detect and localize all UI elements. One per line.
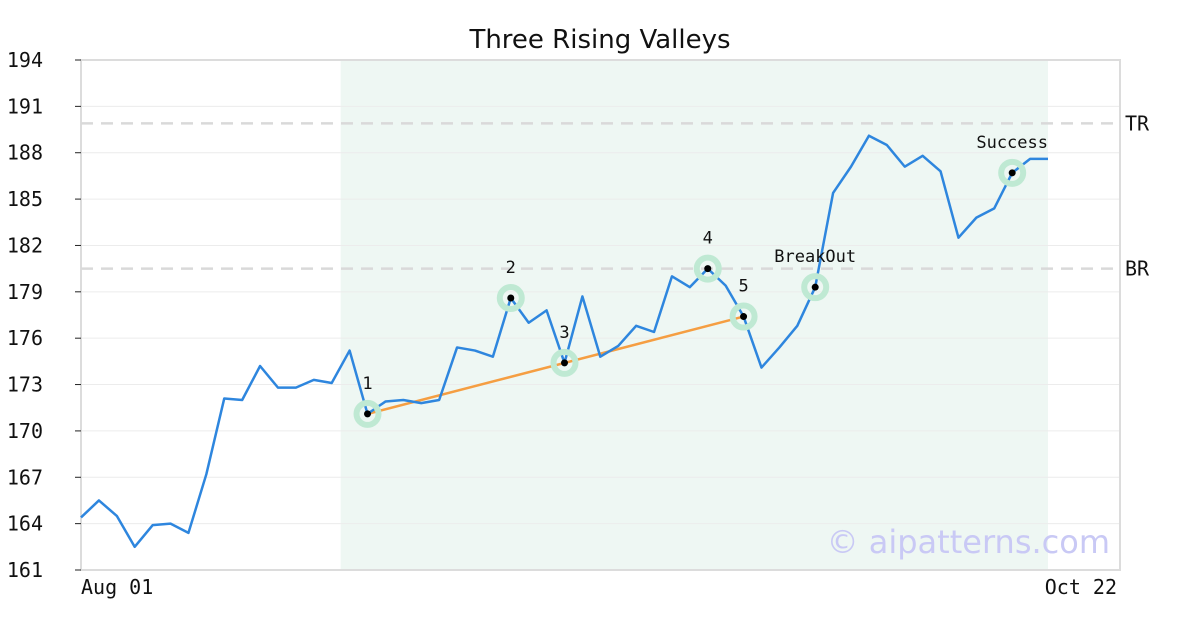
x-tick-label-end: Oct 22 <box>1045 575 1117 599</box>
annotation-success: Success <box>976 133 1048 187</box>
annotation-label: BreakOut <box>774 247 856 267</box>
annotation-5: 5 <box>729 277 758 331</box>
chart-title: Three Rising Valleys <box>468 25 730 55</box>
y-tick-label: 179 <box>7 280 43 304</box>
annotation-marker-halo <box>550 348 579 377</box>
annotation-marker-halo <box>998 158 1027 187</box>
annotation-marker-halo <box>693 254 722 283</box>
annotation-marker-dot <box>811 283 819 291</box>
annotation-marker-halo <box>729 302 758 331</box>
annotation-breakout: BreakOut <box>774 247 856 302</box>
x-axis: Aug 01 Oct 22 <box>81 575 1117 599</box>
y-tick-label: 194 <box>7 48 43 72</box>
annotation-label: 5 <box>738 277 748 297</box>
annotation-marker-halo <box>496 284 525 312</box>
annotation-1: 1 <box>353 374 382 428</box>
annotation-marker-dot <box>507 294 515 302</box>
pattern-highlight-region <box>340 60 1048 570</box>
y-axis: 161 164 167 170 173 176 179 182 185 188 191 194 <box>7 48 81 582</box>
reference-lines: TR BR <box>81 111 1150 281</box>
y-tick-label: 182 <box>7 233 43 257</box>
y-tick-label: 167 <box>7 465 43 489</box>
annotation-marker-dot <box>561 359 568 367</box>
y-tick-label: 176 <box>7 326 43 350</box>
y-tick-label: 185 <box>7 187 43 211</box>
y-tick-label: 170 <box>7 419 43 443</box>
y-tick-label: 191 <box>7 94 43 118</box>
annotation-label: 2 <box>506 258 516 278</box>
annotation-marker-dot <box>1008 169 1016 177</box>
y-tick-label: 188 <box>7 141 43 165</box>
annotation-2: 2 <box>496 258 525 312</box>
y-tick-label: 164 <box>7 512 43 536</box>
annotation-3: 3 <box>550 323 579 377</box>
annotation-label: 4 <box>703 229 713 249</box>
annotation-marker-halo <box>353 399 382 428</box>
x-tick-label-start: Aug 01 <box>81 575 153 599</box>
annotation-marker-dot <box>740 313 748 321</box>
plot-frame <box>80 59 1121 571</box>
annotations: 1 2 3 4 5 BreakOut Success <box>353 133 1048 428</box>
annotation-4: 4 <box>693 229 722 283</box>
annotation-marker-halo <box>801 273 830 302</box>
annotation-label: Success <box>976 133 1048 153</box>
reference-label-br: BR <box>1125 257 1150 281</box>
annotation-marker-dot <box>704 265 712 273</box>
reference-label-tr: TR <box>1125 111 1150 135</box>
annotation-label: 1 <box>362 374 372 394</box>
y-tick-label: 161 <box>7 558 43 582</box>
annotation-label: 3 <box>559 323 569 343</box>
y-tick-label: 173 <box>7 373 43 397</box>
watermark: © aipatterns.com <box>827 523 1110 561</box>
annotation-marker-dot <box>364 410 372 418</box>
